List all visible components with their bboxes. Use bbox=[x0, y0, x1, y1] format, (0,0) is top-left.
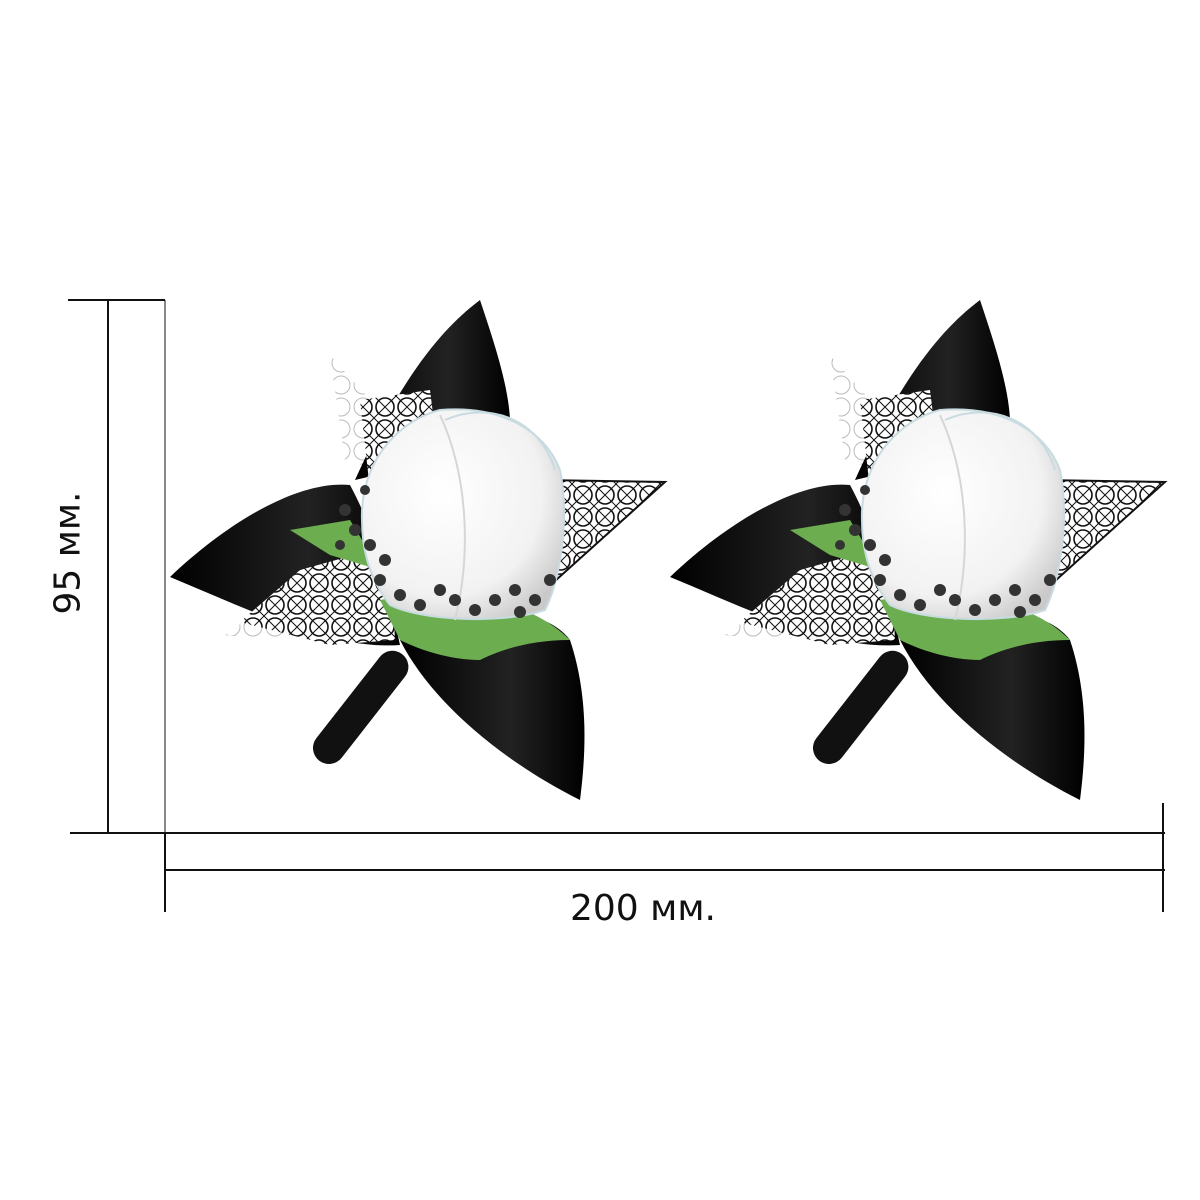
boutonniere-image-right bbox=[669, 299, 1166, 801]
width-label: 200 мм. bbox=[570, 888, 716, 929]
height-label: 95 мм. bbox=[47, 491, 89, 615]
dimension-lines bbox=[68, 299, 1165, 912]
boutonniere-image-left bbox=[169, 299, 666, 801]
